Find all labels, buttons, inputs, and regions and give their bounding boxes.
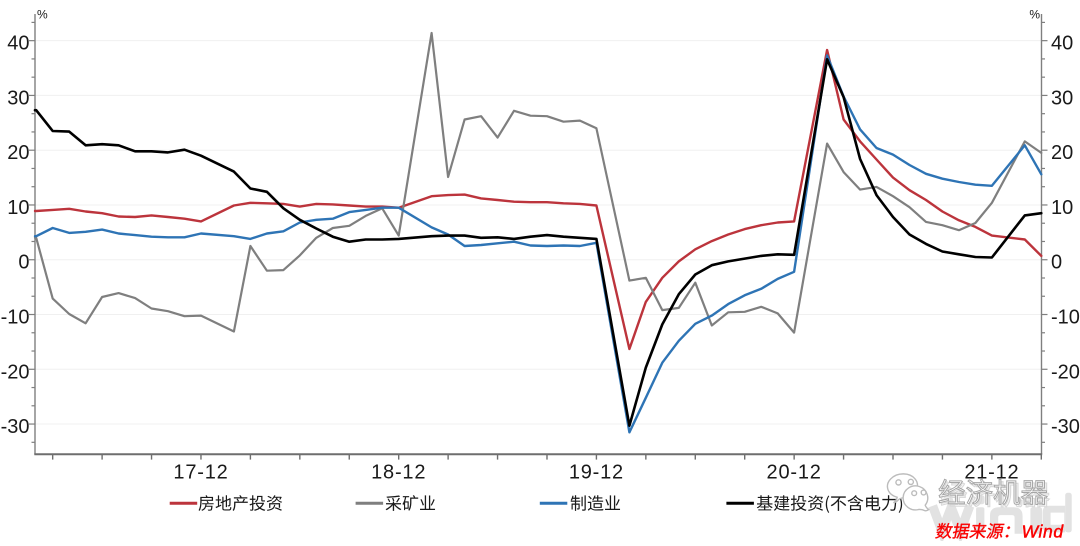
svg-text:Wind: Wind — [1022, 521, 1065, 541]
svg-text:20: 20 — [1051, 142, 1073, 164]
svg-text:19-12: 19-12 — [569, 462, 624, 484]
svg-text:0: 0 — [1051, 252, 1062, 274]
svg-text:18-12: 18-12 — [371, 462, 426, 484]
svg-text:-20: -20 — [1051, 361, 1080, 383]
svg-text:%: % — [37, 8, 48, 22]
svg-text:20: 20 — [7, 142, 29, 164]
svg-text:-30: -30 — [1051, 416, 1080, 438]
svg-text:-20: -20 — [1, 361, 30, 383]
svg-text:17-12: 17-12 — [173, 462, 228, 484]
svg-text:20-12: 20-12 — [767, 462, 822, 484]
svg-text:40: 40 — [1051, 33, 1073, 55]
svg-text:-30: -30 — [1, 416, 30, 438]
svg-text:-10: -10 — [1, 307, 30, 329]
svg-text:0: 0 — [18, 252, 29, 274]
svg-text:%: % — [1029, 8, 1040, 22]
svg-text:-10: -10 — [1051, 307, 1080, 329]
svg-text:10: 10 — [1051, 197, 1073, 219]
svg-text:40: 40 — [7, 33, 29, 55]
svg-text:21-12: 21-12 — [964, 462, 1019, 484]
svg-text:30: 30 — [1051, 87, 1073, 109]
svg-text:30: 30 — [7, 87, 29, 109]
svg-text:10: 10 — [7, 197, 29, 219]
